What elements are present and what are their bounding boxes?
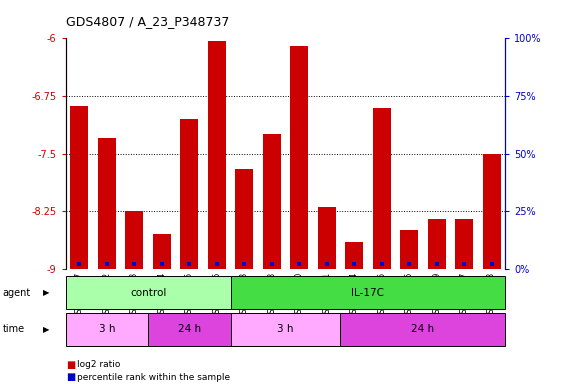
Bar (400, 230, 418, 269)
Text: control: control (130, 288, 166, 298)
Text: ▶: ▶ (43, 288, 49, 297)
Bar (428, 219, 445, 269)
Bar (290, 46, 308, 269)
Text: 3 h: 3 h (99, 324, 115, 334)
Text: 24 h: 24 h (178, 324, 201, 334)
Bar (345, 242, 363, 269)
Text: ■: ■ (66, 372, 75, 382)
Bar (340, 313, 505, 346)
Bar (373, 108, 391, 269)
Bar (66, 313, 148, 346)
Bar (66, 276, 231, 309)
Text: percentile rank within the sample: percentile rank within the sample (77, 372, 230, 382)
Text: GDS4807 / A_23_P348737: GDS4807 / A_23_P348737 (66, 15, 229, 28)
Text: IL-17C: IL-17C (351, 288, 384, 298)
Text: agent: agent (3, 288, 31, 298)
Bar (208, 41, 226, 269)
Text: time: time (3, 324, 25, 334)
Text: 3 h: 3 h (278, 324, 293, 334)
Bar (98, 138, 116, 269)
Bar (455, 219, 473, 269)
Bar (153, 234, 171, 269)
Bar (231, 276, 505, 309)
Bar (126, 211, 143, 269)
Bar (231, 313, 340, 346)
Text: ▶: ▶ (43, 325, 49, 334)
Bar (180, 119, 198, 269)
Bar (148, 313, 231, 346)
Bar (235, 169, 253, 269)
Text: 24 h: 24 h (411, 324, 435, 334)
Bar (70, 106, 89, 269)
Text: ■: ■ (66, 360, 75, 370)
Bar (318, 207, 336, 269)
Bar (482, 154, 501, 269)
Text: log2 ratio: log2 ratio (77, 360, 120, 369)
Bar (263, 134, 281, 269)
